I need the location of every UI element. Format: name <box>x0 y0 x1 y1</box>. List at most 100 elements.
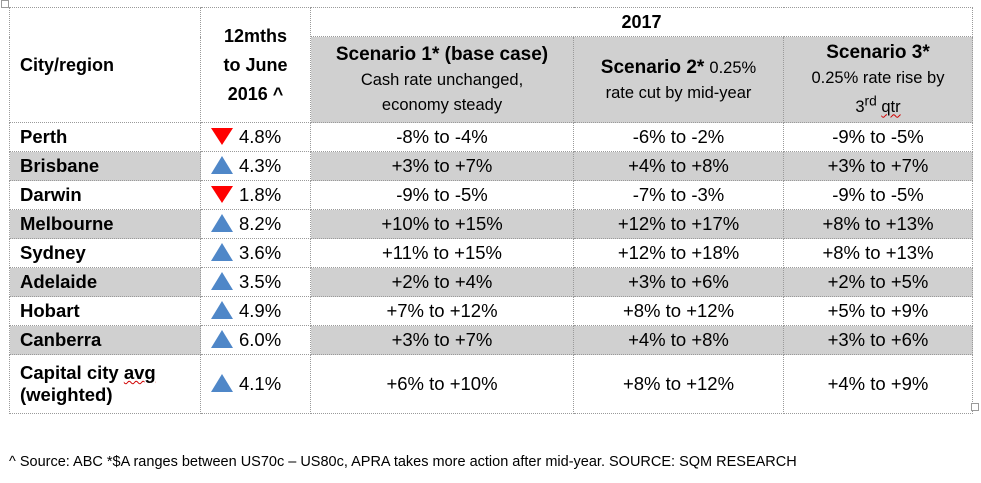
scenario-2-cell: +4% to +8% <box>573 325 784 355</box>
source-footnote: ^ Source: ABC *$A ranges between US70c –… <box>9 454 797 470</box>
city-cell: Brisbane <box>9 151 201 181</box>
change-value: 4.8% <box>239 126 282 147</box>
scenario-3-cell: +3% to +6% <box>783 325 973 355</box>
scenario-3-cell: +2% to +5% <box>783 267 973 297</box>
table-row: Brisbane 4.3% +3% to +7% +4% to +8% +3% to +… <box>9 151 973 181</box>
scenario-3-qtr: qtr <box>881 98 901 117</box>
city-region-header: City/region <box>9 7 201 123</box>
change-value: 1.8% <box>239 184 282 205</box>
scenario-2-header: Scenario 2* 0.25% rate cut by mid-year <box>573 36 784 123</box>
avg-label-line-2: (weighted) <box>20 384 113 405</box>
table-row: Perth 4.8% -8% to -4% -6% to -2% -9% to -5% <box>9 122 973 152</box>
avg-label-word: avg <box>123 362 156 383</box>
scenario-1-cell: +7% to +12% <box>310 296 574 326</box>
scenario-3-ordinal-suffix: rd <box>864 93 877 109</box>
scenario-3-desc-line-2: 3rd qtr <box>855 94 901 117</box>
table-move-handle[interactable] <box>1 0 9 8</box>
period-line-1: 12mths <box>223 25 288 46</box>
scenario-3-title: Scenario 3* <box>826 41 930 63</box>
scenario-1-title: Scenario 1* (base case) <box>335 44 549 65</box>
city-cell: Capital city avg (weighted) <box>9 354 201 414</box>
scenario-2-cell: +12% to +17% <box>573 209 784 239</box>
city-cell: Hobart <box>9 296 201 326</box>
scenario-3-cell: +3% to +7% <box>783 151 973 181</box>
forecast-table: City/region 12mths to June 2016 ^ 2017 S… <box>9 7 973 414</box>
table-row: Sydney 3.6% +11% to +15% +12% to +18% +8% to… <box>9 238 973 268</box>
change-value: 8.2% <box>239 213 282 234</box>
change-cell: 4.1% <box>200 354 311 414</box>
city-cell: Sydney <box>9 238 201 268</box>
scenario-2-cell: +3% to +6% <box>573 267 784 297</box>
scenario-1-cell: +6% to +10% <box>310 354 574 414</box>
table-row: Adelaide 3.5% +2% to +4% +3% to +6% +2% to +… <box>9 267 973 297</box>
scenario-1-cell: -8% to -4% <box>310 122 574 152</box>
down-arrow-icon <box>211 185 233 203</box>
scenario-3-cell: +5% to +9% <box>783 296 973 326</box>
up-arrow-icon <box>211 156 233 175</box>
scenario-2-cell: +8% to +12% <box>573 354 784 414</box>
scenario-3-cell: +4% to +9% <box>783 354 973 414</box>
scenario-1-cell: +2% to +4% <box>310 267 574 297</box>
period-line-2: to June <box>223 54 288 75</box>
city-cell: Darwin <box>9 180 201 210</box>
change-value: 3.6% <box>239 242 282 263</box>
scenario-1-cell: +11% to +15% <box>310 238 574 268</box>
scenario-3-ordinal: 3 <box>855 98 865 117</box>
table-row: Hobart 4.9% +7% to +12% +8% to +12% +5% to +… <box>9 296 973 326</box>
scenario-2-cell: +12% to +18% <box>573 238 784 268</box>
scenario-2-title: Scenario 2* <box>600 56 705 78</box>
scenario-3-cell: -9% to -5% <box>783 180 973 210</box>
change-value: 4.9% <box>239 300 282 321</box>
down-arrow-icon <box>211 127 233 145</box>
city-cell: Canberra <box>9 325 201 355</box>
change-cell: 8.2% <box>200 209 311 239</box>
scenario-1-cell: +3% to +7% <box>310 151 574 181</box>
change-cell: 4.8% <box>200 122 311 152</box>
up-arrow-icon <box>211 214 233 233</box>
scenario-2-cell: +8% to +12% <box>573 296 784 326</box>
year-header: 2017 <box>310 7 973 37</box>
table-row: Melbourne 8.2% +10% to +15% +12% to +17% +8%… <box>9 209 973 239</box>
document-body: City/region 12mths to June 2016 ^ 2017 S… <box>9 7 973 414</box>
change-value: 4.3% <box>239 155 282 176</box>
city-cell: Perth <box>9 122 201 152</box>
table-row-average: Capital city avg (weighted) 4.1% +6% to +10… <box>9 354 973 414</box>
scenario-1-header: Scenario 1* (base case) Cash rate unchan… <box>310 36 574 123</box>
scenario-3-desc-line-1: 0.25% rate rise by <box>811 68 945 87</box>
scenario-2-desc-inline: 0.25% <box>709 58 757 77</box>
up-arrow-icon <box>211 243 233 262</box>
scenario-2-cell: -6% to -2% <box>573 122 784 152</box>
period-line-3: 2016 ^ <box>227 83 284 104</box>
table-row: Darwin 1.8% -9% to -5% -7% to -3% -9% to -5% <box>9 180 973 210</box>
change-cell: 3.5% <box>200 267 311 297</box>
avg-label-line-1: Capital city <box>20 362 119 383</box>
scenario-3-header: Scenario 3* 0.25% rate rise by 3rd qtr <box>783 36 973 123</box>
city-cell: Adelaide <box>9 267 201 297</box>
up-arrow-icon <box>211 330 233 349</box>
change-value: 4.1% <box>239 373 282 394</box>
table-row: Canberra 6.0% +3% to +7% +4% to +8% +3% to +… <box>9 325 973 355</box>
change-cell: 4.9% <box>200 296 311 326</box>
scenario-1-cell: +10% to +15% <box>310 209 574 239</box>
table-resize-handle[interactable] <box>971 403 979 411</box>
up-arrow-icon <box>211 374 233 393</box>
period-header: 12mths to June 2016 ^ <box>200 7 311 123</box>
scenario-3-cell: +8% to +13% <box>783 209 973 239</box>
change-cell: 4.3% <box>200 151 311 181</box>
scenario-1-cell: +3% to +7% <box>310 325 574 355</box>
change-value: 3.5% <box>239 271 282 292</box>
scenario-1-desc-line-2: economy steady <box>381 96 503 114</box>
city-cell: Melbourne <box>9 209 201 239</box>
scenario-2-desc-line-1: rate cut by mid-year <box>605 83 752 102</box>
scenario-2-cell: +4% to +8% <box>573 151 784 181</box>
up-arrow-icon <box>211 272 233 291</box>
change-cell: 1.8% <box>200 180 311 210</box>
up-arrow-icon <box>211 301 233 320</box>
change-cell: 6.0% <box>200 325 311 355</box>
scenario-2-cell: -7% to -3% <box>573 180 784 210</box>
scenario-3-cell: +8% to +13% <box>783 238 973 268</box>
scenario-1-cell: -9% to -5% <box>310 180 574 210</box>
change-value: 6.0% <box>239 329 282 350</box>
scenario-1-desc-line-1: Cash rate unchanged, <box>360 71 524 89</box>
change-cell: 3.6% <box>200 238 311 268</box>
